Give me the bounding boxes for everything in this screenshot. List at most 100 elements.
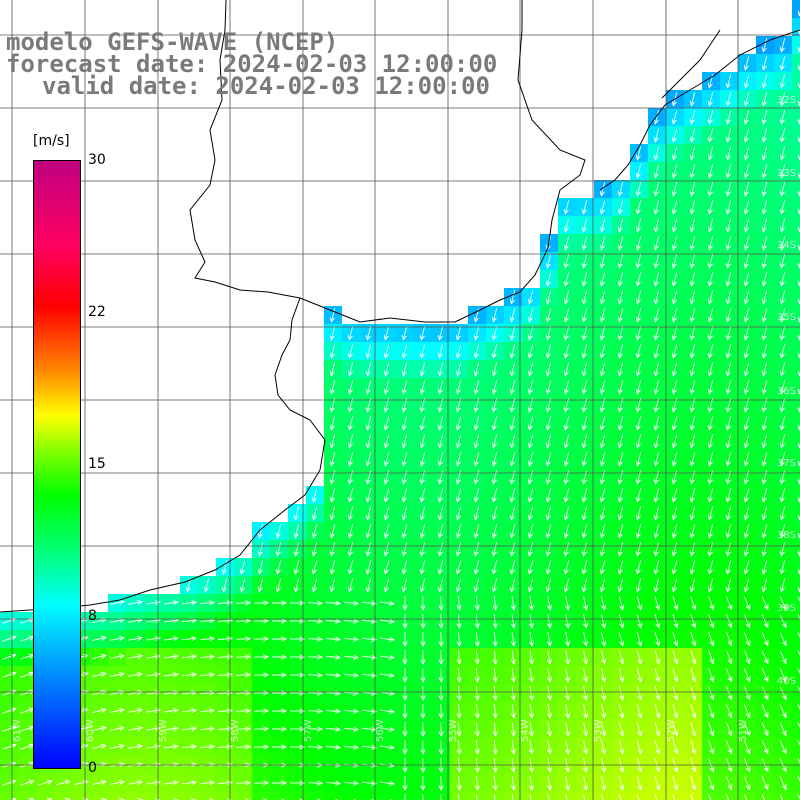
wind-arrow [707, 308, 714, 323]
wind-arrow [325, 600, 342, 606]
wind-arrow [743, 596, 751, 611]
wind-arrow [263, 798, 268, 800]
wind-arrow [743, 146, 750, 161]
wind-arrow [164, 708, 179, 714]
wind-arrow [307, 708, 324, 714]
wind-arrow [383, 542, 390, 557]
wind-arrow [380, 726, 395, 732]
lon-label: 60W [85, 719, 96, 742]
wind-speed-cell [792, 486, 800, 504]
wind-arrow [564, 614, 571, 629]
wind-arrow [509, 578, 516, 593]
wind-arrow [581, 452, 588, 467]
wind-arrow [618, 668, 625, 683]
wind-arrow [199, 726, 216, 732]
wind-arrow [671, 236, 678, 251]
wind-arrow [380, 744, 395, 750]
wind-arrow [164, 654, 179, 660]
wind-arrow [707, 524, 714, 539]
wind-arrow [726, 794, 730, 800]
wind-arrow [617, 488, 624, 503]
wind-speed-cell [702, 792, 720, 800]
wind-arrow [181, 600, 198, 606]
wind-arrow [563, 272, 570, 287]
wind-arrow [289, 726, 306, 732]
wind-arrow [653, 146, 660, 161]
wind-arrow [690, 740, 697, 755]
wind-arrow [343, 636, 360, 642]
wind-arrow [347, 398, 354, 413]
wind-arrow [761, 524, 768, 539]
wind-speed-cell [792, 198, 800, 216]
wind-arrow [707, 578, 714, 593]
wind-arrow [347, 362, 354, 377]
wind-arrow [173, 798, 179, 800]
wind-arrow [707, 488, 714, 503]
wind-arrow [797, 722, 800, 733]
wind-arrow [653, 308, 660, 323]
wind-arrow [402, 614, 408, 630]
wind-arrow [181, 726, 198, 732]
wind-arrow [599, 470, 606, 485]
wind-arrow [563, 308, 570, 323]
wind-arrow [110, 743, 125, 749]
wind-arrow [545, 398, 552, 413]
wind-arrow [420, 739, 426, 756]
wind-arrow [707, 272, 714, 287]
wind-arrow [563, 524, 570, 539]
wind-arrow [617, 182, 624, 197]
wind-arrow [653, 200, 660, 215]
wind-arrow [365, 398, 372, 413]
wind-arrow [707, 380, 714, 395]
wind-speed-cell [792, 648, 800, 666]
wind-arrow [797, 650, 800, 661]
wind-arrow [599, 308, 606, 323]
wind-arrow [509, 470, 516, 485]
wind-arrow [563, 578, 570, 593]
wind-arrow [420, 775, 426, 792]
wind-arrow [181, 672, 198, 678]
wind-arrow [564, 722, 571, 737]
wind-arrow [491, 326, 498, 341]
wind-arrow [672, 722, 679, 737]
wind-arrow [128, 599, 143, 606]
wind-arrow [419, 506, 426, 521]
wind-arrow [402, 740, 408, 756]
wind-arrow [761, 596, 769, 611]
wind-arrow [528, 704, 534, 719]
wind-arrow [272, 618, 288, 624]
wind-speed-cell [0, 792, 18, 800]
wind-arrow [618, 632, 625, 647]
wind-arrow [779, 272, 786, 287]
wind-arrow [689, 344, 696, 359]
wind-arrow [653, 398, 660, 413]
lon-label: 52W [666, 719, 677, 742]
wind-arrow [311, 542, 318, 557]
wind-arrow [527, 578, 534, 593]
wind-arrow [293, 524, 300, 539]
wind-arrow [779, 704, 787, 719]
wind-arrow [235, 726, 252, 732]
wind-arrow [743, 272, 750, 287]
wind-speed-cell [792, 162, 800, 180]
wind-arrow [401, 434, 408, 449]
wind-arrow [455, 362, 462, 377]
wind-arrow [689, 326, 696, 341]
wind-arrow [311, 488, 318, 503]
wind-arrow [635, 326, 642, 341]
wind-arrow [654, 740, 661, 755]
wind-arrow [437, 452, 444, 467]
wind-speed-cell [792, 18, 800, 36]
wind-arrow [311, 524, 318, 539]
wind-arrow [563, 398, 570, 413]
wind-arrow [343, 672, 360, 678]
wind-arrow [671, 398, 678, 413]
wind-arrow [708, 668, 715, 683]
wind-arrow [343, 618, 360, 624]
wind-arrow [474, 739, 480, 756]
wind-arrow [235, 672, 252, 678]
wind-arrow [707, 542, 714, 557]
wind-arrow [653, 272, 660, 287]
wind-arrow [617, 290, 624, 305]
